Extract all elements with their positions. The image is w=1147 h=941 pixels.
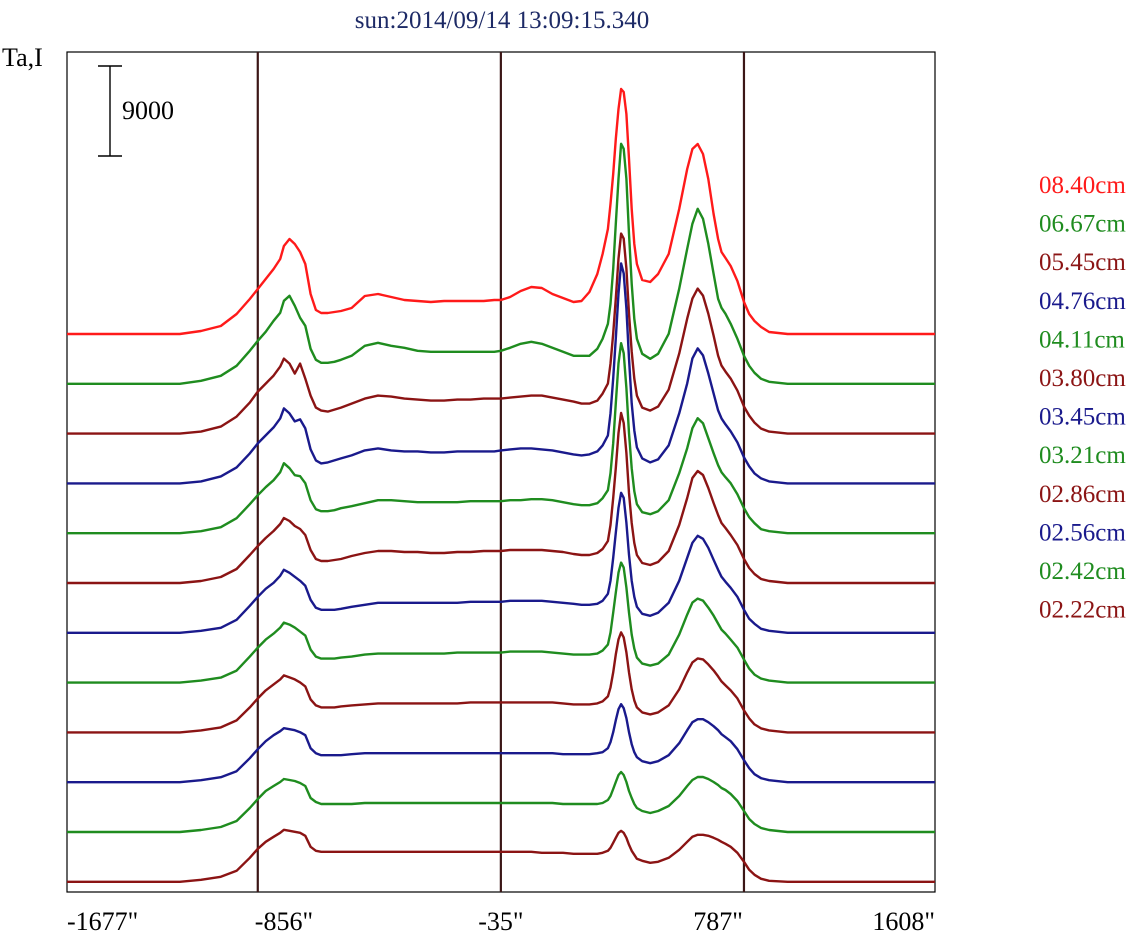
x-tick-labels: -1677" -856" -35" 787" 1608": [67, 907, 935, 936]
x-tick-label: -1677": [67, 907, 138, 936]
legend-entry-03-21cm: 03.21cm: [1039, 442, 1126, 469]
legend-entry-02-42cm: 02.42cm: [1039, 558, 1126, 585]
series-line-03-80cm: [67, 411, 935, 585]
series-line-04-76cm: [67, 262, 935, 485]
series-line-05-45cm: [67, 232, 935, 435]
legend: 08.40cm 06.67cm 05.45cm 04.76cm 04.11cm 03.80…: [1039, 172, 1126, 624]
legend-entry-05-45cm: 05.45cm: [1039, 249, 1126, 276]
legend-entry-02-22cm: 02.22cm: [1039, 597, 1126, 624]
series-line-06-67cm: [67, 142, 935, 385]
x-tick-label: -856": [255, 907, 313, 936]
legend-entry-06-67cm: 06.67cm: [1039, 211, 1126, 238]
series-line-04-11cm: [67, 342, 935, 535]
legend-entry-04-11cm: 04.11cm: [1039, 326, 1125, 353]
x-tick-label: 1608": [872, 907, 935, 936]
legend-entry-03-80cm: 03.80cm: [1039, 365, 1126, 392]
series-line-03-45cm: [67, 491, 935, 634]
series-line-02-56cm: [67, 703, 935, 784]
series-line-02-86cm: [67, 631, 935, 734]
chart-title: sun:2014/09/14 13:09:15.340: [355, 7, 649, 34]
legend-entry-04-76cm: 04.76cm: [1039, 288, 1126, 315]
legend-entry-02-86cm: 02.86cm: [1039, 481, 1126, 508]
legend-entry-03-45cm: 03.45cm: [1039, 404, 1126, 431]
scale-bar-label: 9000: [122, 96, 174, 125]
series-line-08-40cm: [67, 87, 935, 336]
legend-entry-02-56cm: 02.56cm: [1039, 519, 1126, 546]
x-tick-label: 787": [693, 907, 743, 936]
series-layer: [67, 87, 935, 883]
legend-entry-08-40cm: 08.40cm: [1039, 172, 1126, 199]
reference-lines: [256, 52, 746, 892]
series-line-02-42cm: [67, 770, 935, 834]
y-axis-label: Ta,I: [2, 43, 43, 72]
scale-bar: 9000: [98, 65, 174, 157]
series-line-03-21cm: [67, 561, 935, 684]
series-line-02-22cm: [67, 828, 935, 883]
x-tick-label: -35": [478, 907, 523, 936]
